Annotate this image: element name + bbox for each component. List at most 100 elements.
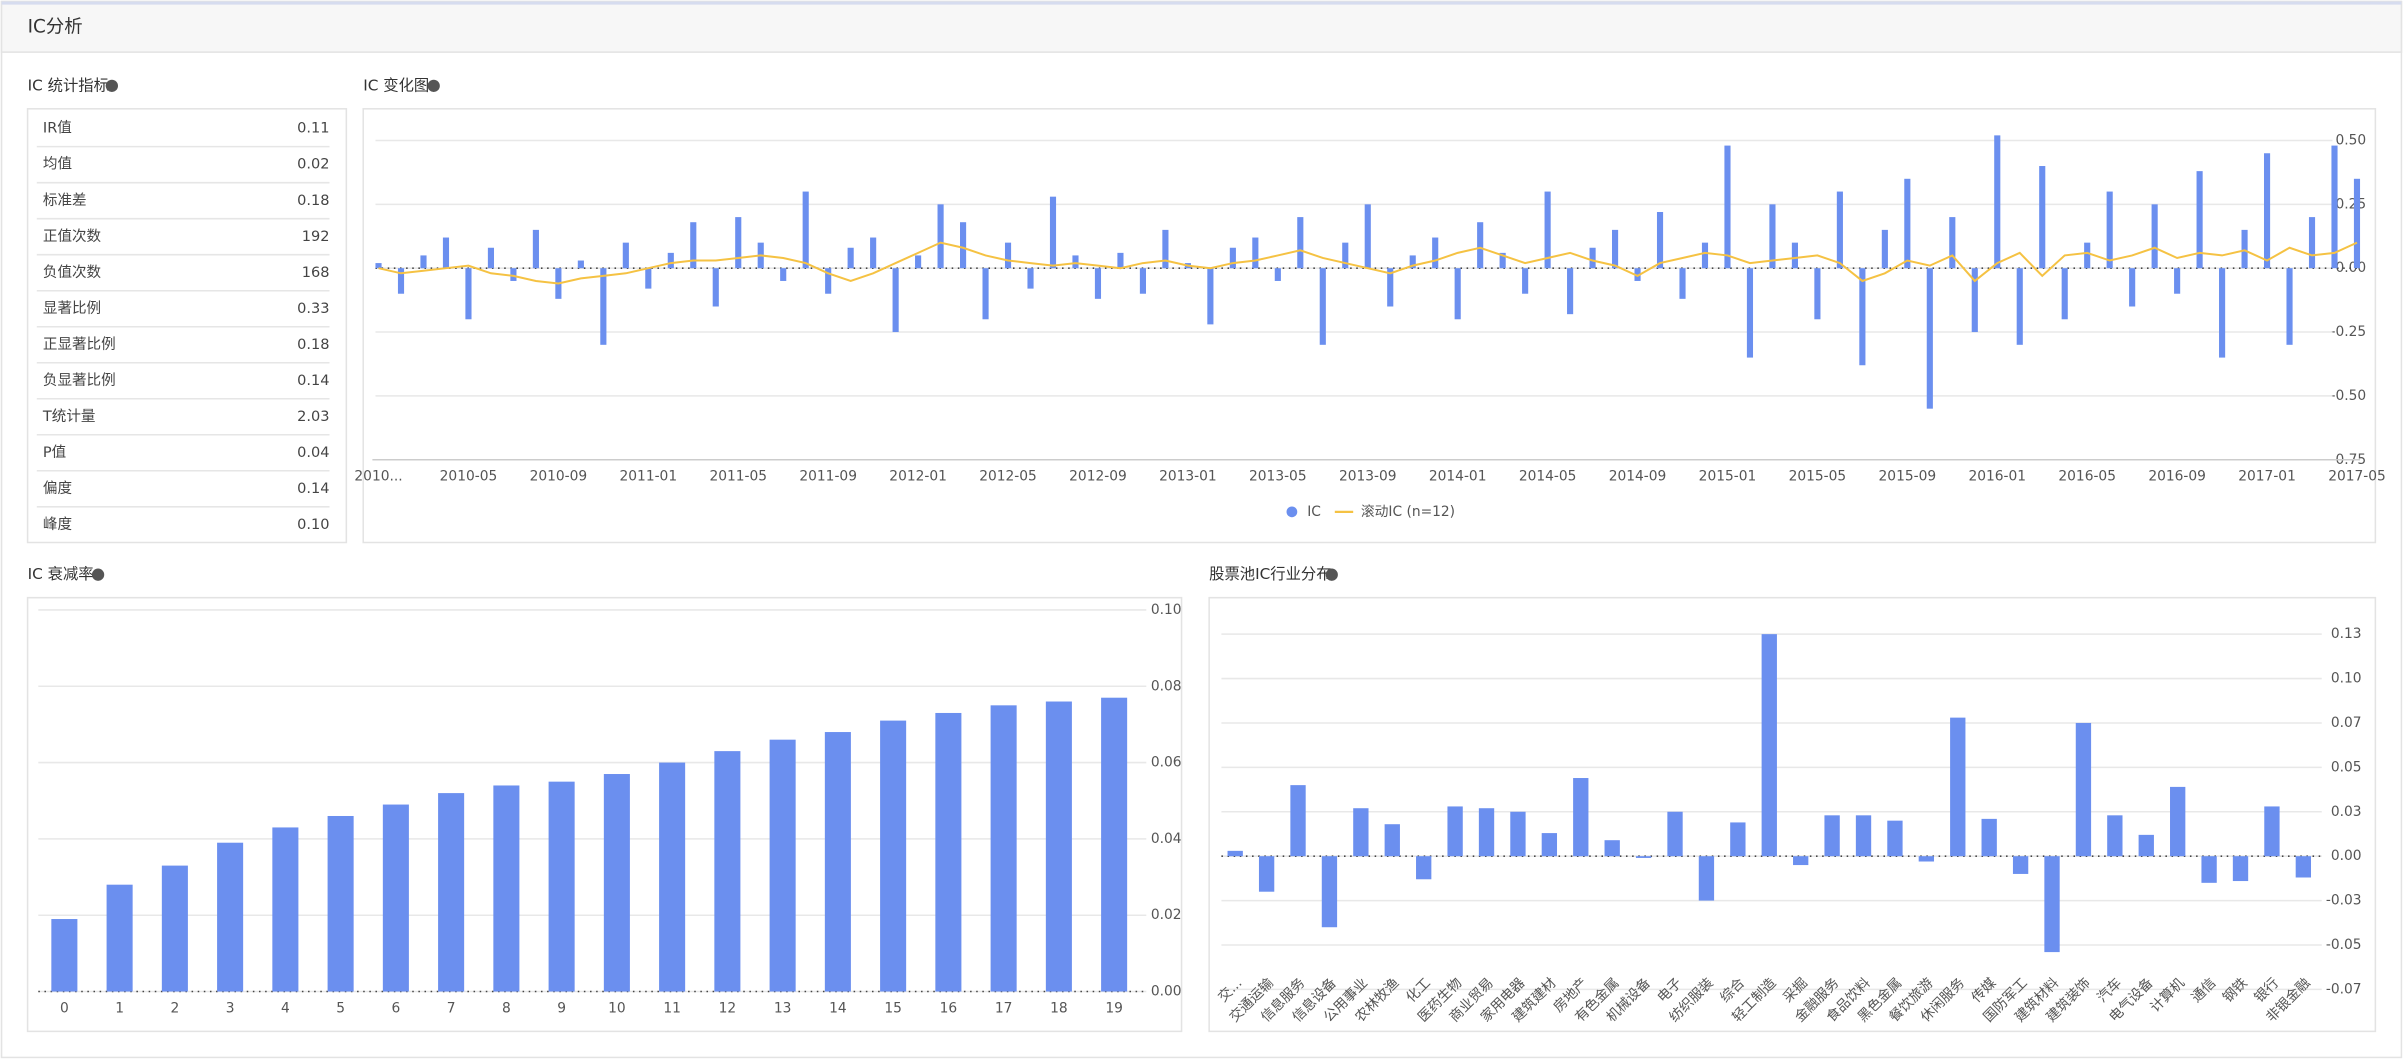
x-tick-label: 13 <box>774 1000 792 1016</box>
ic-bar <box>892 268 899 333</box>
legend-label: 滚动IC (n=12) <box>1361 503 1455 520</box>
ic-bar <box>1769 204 1776 269</box>
help-icon[interactable] <box>91 568 105 581</box>
ic-bar <box>1117 252 1124 269</box>
y-tick-label: 0.50 <box>2335 132 2366 148</box>
bar <box>1384 824 1400 857</box>
ic-bar <box>2219 268 2226 358</box>
stat-value: 0.04 <box>297 444 329 461</box>
stat-label: 负显著比例 <box>43 372 116 389</box>
x-tick-label: 16 <box>940 1000 958 1016</box>
ic-bar <box>1679 268 1686 299</box>
ic-bar <box>690 222 697 269</box>
help-icon[interactable] <box>1325 568 1338 581</box>
x-tick-label: 14 <box>829 1000 847 1016</box>
stat-label: 正显著比例 <box>43 336 116 353</box>
x-tick-label: 3 <box>226 1000 235 1016</box>
bar <box>935 712 962 992</box>
header-accent <box>1 1 2402 5</box>
x-tick-label: 2015-05 <box>1789 469 1847 485</box>
bar <box>2295 856 2312 878</box>
ic-bar <box>622 242 629 269</box>
help-icon[interactable] <box>105 79 119 92</box>
ic-bar <box>2151 204 2158 269</box>
bar <box>1510 811 1526 857</box>
ic-bar <box>1971 268 1978 333</box>
x-tick-label: 2017-01 <box>2238 469 2296 485</box>
y-tick-label: 0.00 <box>2331 848 2362 864</box>
chart-title: IC 变化图 <box>363 76 429 94</box>
bar <box>1321 856 1338 928</box>
y-tick-label: 0.07 <box>2331 715 2362 731</box>
ic-bar <box>375 263 382 269</box>
help-icon[interactable] <box>427 79 440 92</box>
stat-value: 0.10 <box>297 516 329 533</box>
bar <box>2264 806 2280 857</box>
y-tick-label: 0.10 <box>1151 602 1182 618</box>
chart-panel <box>1208 596 2377 1033</box>
x-tick-label: 5 <box>336 1000 345 1016</box>
stats-title: IC 统计指标 <box>28 76 109 94</box>
bar <box>1227 850 1243 857</box>
y-tick-label: 0.02 <box>1151 907 1182 923</box>
ic-bar <box>1859 268 1866 366</box>
ic-bar <box>1274 268 1281 281</box>
ic-bar <box>420 255 427 269</box>
bar <box>1416 856 1432 880</box>
rolling-line <box>378 241 2358 285</box>
ic-bar <box>2084 242 2091 269</box>
legend-marker <box>1286 506 1298 518</box>
ic-bar <box>1319 268 1326 345</box>
x-tick-label: 8 <box>502 1000 511 1016</box>
ic-bar <box>2196 171 2203 269</box>
page-title: IC分析 <box>28 17 83 38</box>
bar <box>2012 856 2029 874</box>
bar <box>990 705 1017 992</box>
ic-bar <box>1994 135 2001 269</box>
bar <box>493 785 520 992</box>
x-tick-label: 2010-09 <box>530 469 588 485</box>
x-tick-label: 2016-01 <box>1968 469 2026 485</box>
stat-label: 偏度 <box>43 480 72 497</box>
ic-bar <box>802 191 809 269</box>
ic-bar <box>1836 191 1843 269</box>
ic-bar <box>1611 229 1619 269</box>
stat-value: 2.03 <box>297 408 329 425</box>
x-tick-label: 11 <box>663 1000 681 1016</box>
bar <box>769 739 796 992</box>
x-tick-label: 9 <box>557 1000 566 1016</box>
bar <box>2044 856 2060 953</box>
bar <box>1761 634 1777 857</box>
ic-bar <box>1229 247 1236 269</box>
stat-value: 0.11 <box>297 120 329 137</box>
bar <box>1045 701 1072 992</box>
y-tick-label: -0.50 <box>2331 388 2367 404</box>
x-tick-label: 17 <box>995 1000 1013 1016</box>
ic-bar <box>2241 229 2248 269</box>
ic-bar <box>667 252 674 269</box>
ic-bar <box>2263 153 2271 269</box>
x-tick-label: 2012-01 <box>889 469 947 485</box>
stat-label: 负值次数 <box>43 264 102 281</box>
x-tick-label: 2013-09 <box>1339 469 1397 485</box>
bar <box>1447 806 1463 857</box>
ic-bar <box>1949 217 1956 269</box>
stat-value: 0.02 <box>297 156 329 173</box>
y-tick-label: -0.07 <box>2326 981 2362 997</box>
ic-bar <box>2174 268 2181 294</box>
bar <box>438 793 465 992</box>
bar <box>2170 786 2186 857</box>
ic-bar <box>1746 268 1754 358</box>
stat-label: 正值次数 <box>43 228 102 245</box>
ic-bar <box>1522 268 1529 294</box>
bar <box>1353 808 1369 857</box>
y-tick-label: 0.25 <box>2335 196 2366 212</box>
ic-bar <box>712 268 719 307</box>
ic-bar <box>1499 252 1506 269</box>
ic-bar <box>1881 229 1888 269</box>
ic-bar <box>1544 191 1551 269</box>
y-tick-label: 0.00 <box>1151 984 1182 1000</box>
bar <box>1698 856 1715 901</box>
ic-bar <box>2061 268 2068 320</box>
